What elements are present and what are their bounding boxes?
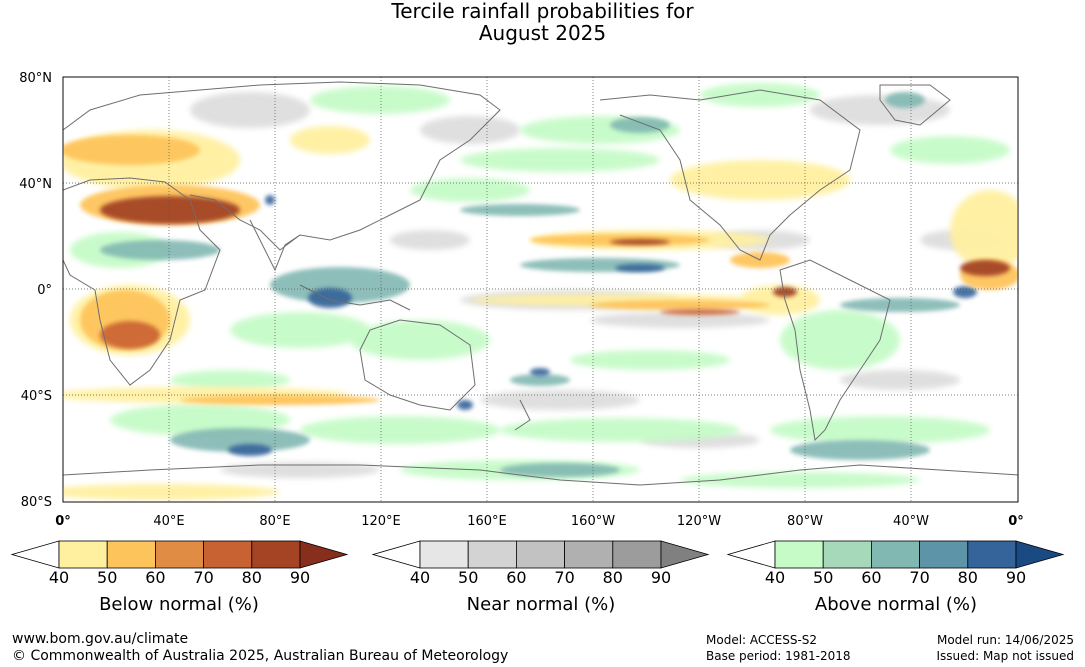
colorbar-segment	[774, 540, 824, 569]
colorbar-segment	[106, 540, 156, 569]
lon-label: 80°E	[259, 514, 290, 529]
colorbar-segment	[871, 540, 921, 569]
colorbar-below-normal: 40 50 60 70 80 90	[10, 540, 349, 587]
colorbar-tick-label: 70	[554, 568, 574, 587]
lon-label: 40°W	[893, 514, 929, 529]
colorbar-segment	[154, 540, 204, 569]
coastlines	[63, 81, 1018, 486]
footer-issued: Issued: Map not issued	[936, 649, 1074, 663]
probability-shading	[63, 83, 1018, 500]
colorbar-tick-label: 70	[909, 568, 929, 587]
map-title-line2: August 2025	[478, 21, 607, 45]
colorbar-tick-label: 60	[506, 568, 526, 587]
colorbar-above-normal: 40 50 60 70 80 90	[726, 540, 1065, 587]
colorbar-segment	[564, 540, 614, 569]
colorbar-tick-label: 40	[410, 568, 430, 587]
colorbar-near-normal: 40 50 60 70 80 90	[371, 540, 710, 587]
colorbar-extend-high	[660, 540, 710, 569]
colorbar-extend-high	[1015, 540, 1065, 569]
lon-label: 120°E	[361, 514, 401, 529]
colorbar-tick-label: 60	[145, 568, 165, 587]
lat-label: 0°	[37, 283, 52, 298]
lon-label: 160°W	[571, 514, 615, 529]
lon-label: 0°	[55, 514, 71, 529]
colorbar-segment	[467, 540, 517, 569]
colorbar-label-above: Above normal (%)	[815, 594, 977, 615]
colorbar-tick-label: 50	[813, 568, 833, 587]
lat-label: 40°N	[19, 177, 52, 192]
colorbar-tick-label: 50	[97, 568, 117, 587]
lat-label: 80°S	[21, 495, 52, 510]
colorbar-segment	[516, 540, 566, 569]
lon-label: 0°	[1008, 514, 1024, 529]
lon-label: 80°W	[787, 514, 823, 529]
colorbar-segment	[419, 540, 469, 569]
colorbar-tick-label: 90	[290, 568, 310, 587]
footer-model-run: Model run: 14/06/2025	[936, 633, 1074, 647]
map-grid	[63, 77, 1018, 502]
colorbar-extend-high	[299, 540, 349, 569]
footer-model: Model: ACCESS-S2	[706, 633, 818, 647]
lat-label: 80°N	[19, 71, 52, 86]
colorbar-segment	[822, 540, 872, 569]
footer-base-period: Base period: 1981-2018	[706, 649, 851, 663]
colorbar-tick-label: 40	[765, 568, 785, 587]
colorbar-tick-label: 70	[193, 568, 213, 587]
colorbar-segment	[251, 540, 301, 569]
colorbar-tick-label: 90	[1006, 568, 1026, 587]
colorbar-tick-label: 40	[49, 568, 69, 587]
colorbar-extend-low	[726, 540, 776, 569]
footer-website: www.bom.gov.au/climate	[12, 631, 189, 647]
map-title-line1: Tercile rainfall probabilities for	[391, 0, 694, 23]
colorbar-segment	[967, 540, 1017, 569]
colorbar-segment	[58, 540, 108, 569]
colorbar-label-near: Near normal (%)	[467, 594, 616, 615]
colorbar-tick-label: 90	[651, 568, 671, 587]
lon-label: 120°W	[677, 514, 721, 529]
colorbar-extend-low	[371, 540, 421, 569]
lat-label: 40°S	[21, 389, 52, 404]
lat-labels: 80°N 40°N 0° 40°S 80°S	[19, 71, 52, 510]
footer-copyright: © Commonwealth of Australia 2025, Austra…	[12, 648, 509, 664]
colorbar-extend-low	[10, 540, 60, 569]
colorbar-tick-label: 80	[242, 568, 262, 587]
colorbar-tick-label: 80	[958, 568, 978, 587]
colorbar-segment	[612, 540, 662, 569]
colorbar-segment	[203, 540, 253, 569]
lon-label: 40°E	[153, 514, 184, 529]
colorbar-tick-label: 80	[603, 568, 623, 587]
colorbar-label-below: Below normal (%)	[99, 594, 259, 615]
map-panel: 80°N 40°N 0° 40°S 80°S 0° 40°E 80°E 120°…	[19, 71, 1024, 529]
lon-labels: 0° 40°E 80°E 120°E 160°E 160°W 120°W 80°…	[55, 514, 1024, 529]
colorbar-segment	[919, 540, 969, 569]
colorbar-tick-label: 50	[458, 568, 478, 587]
colorbar-tick-label: 60	[861, 568, 881, 587]
lon-label: 160°E	[467, 514, 507, 529]
